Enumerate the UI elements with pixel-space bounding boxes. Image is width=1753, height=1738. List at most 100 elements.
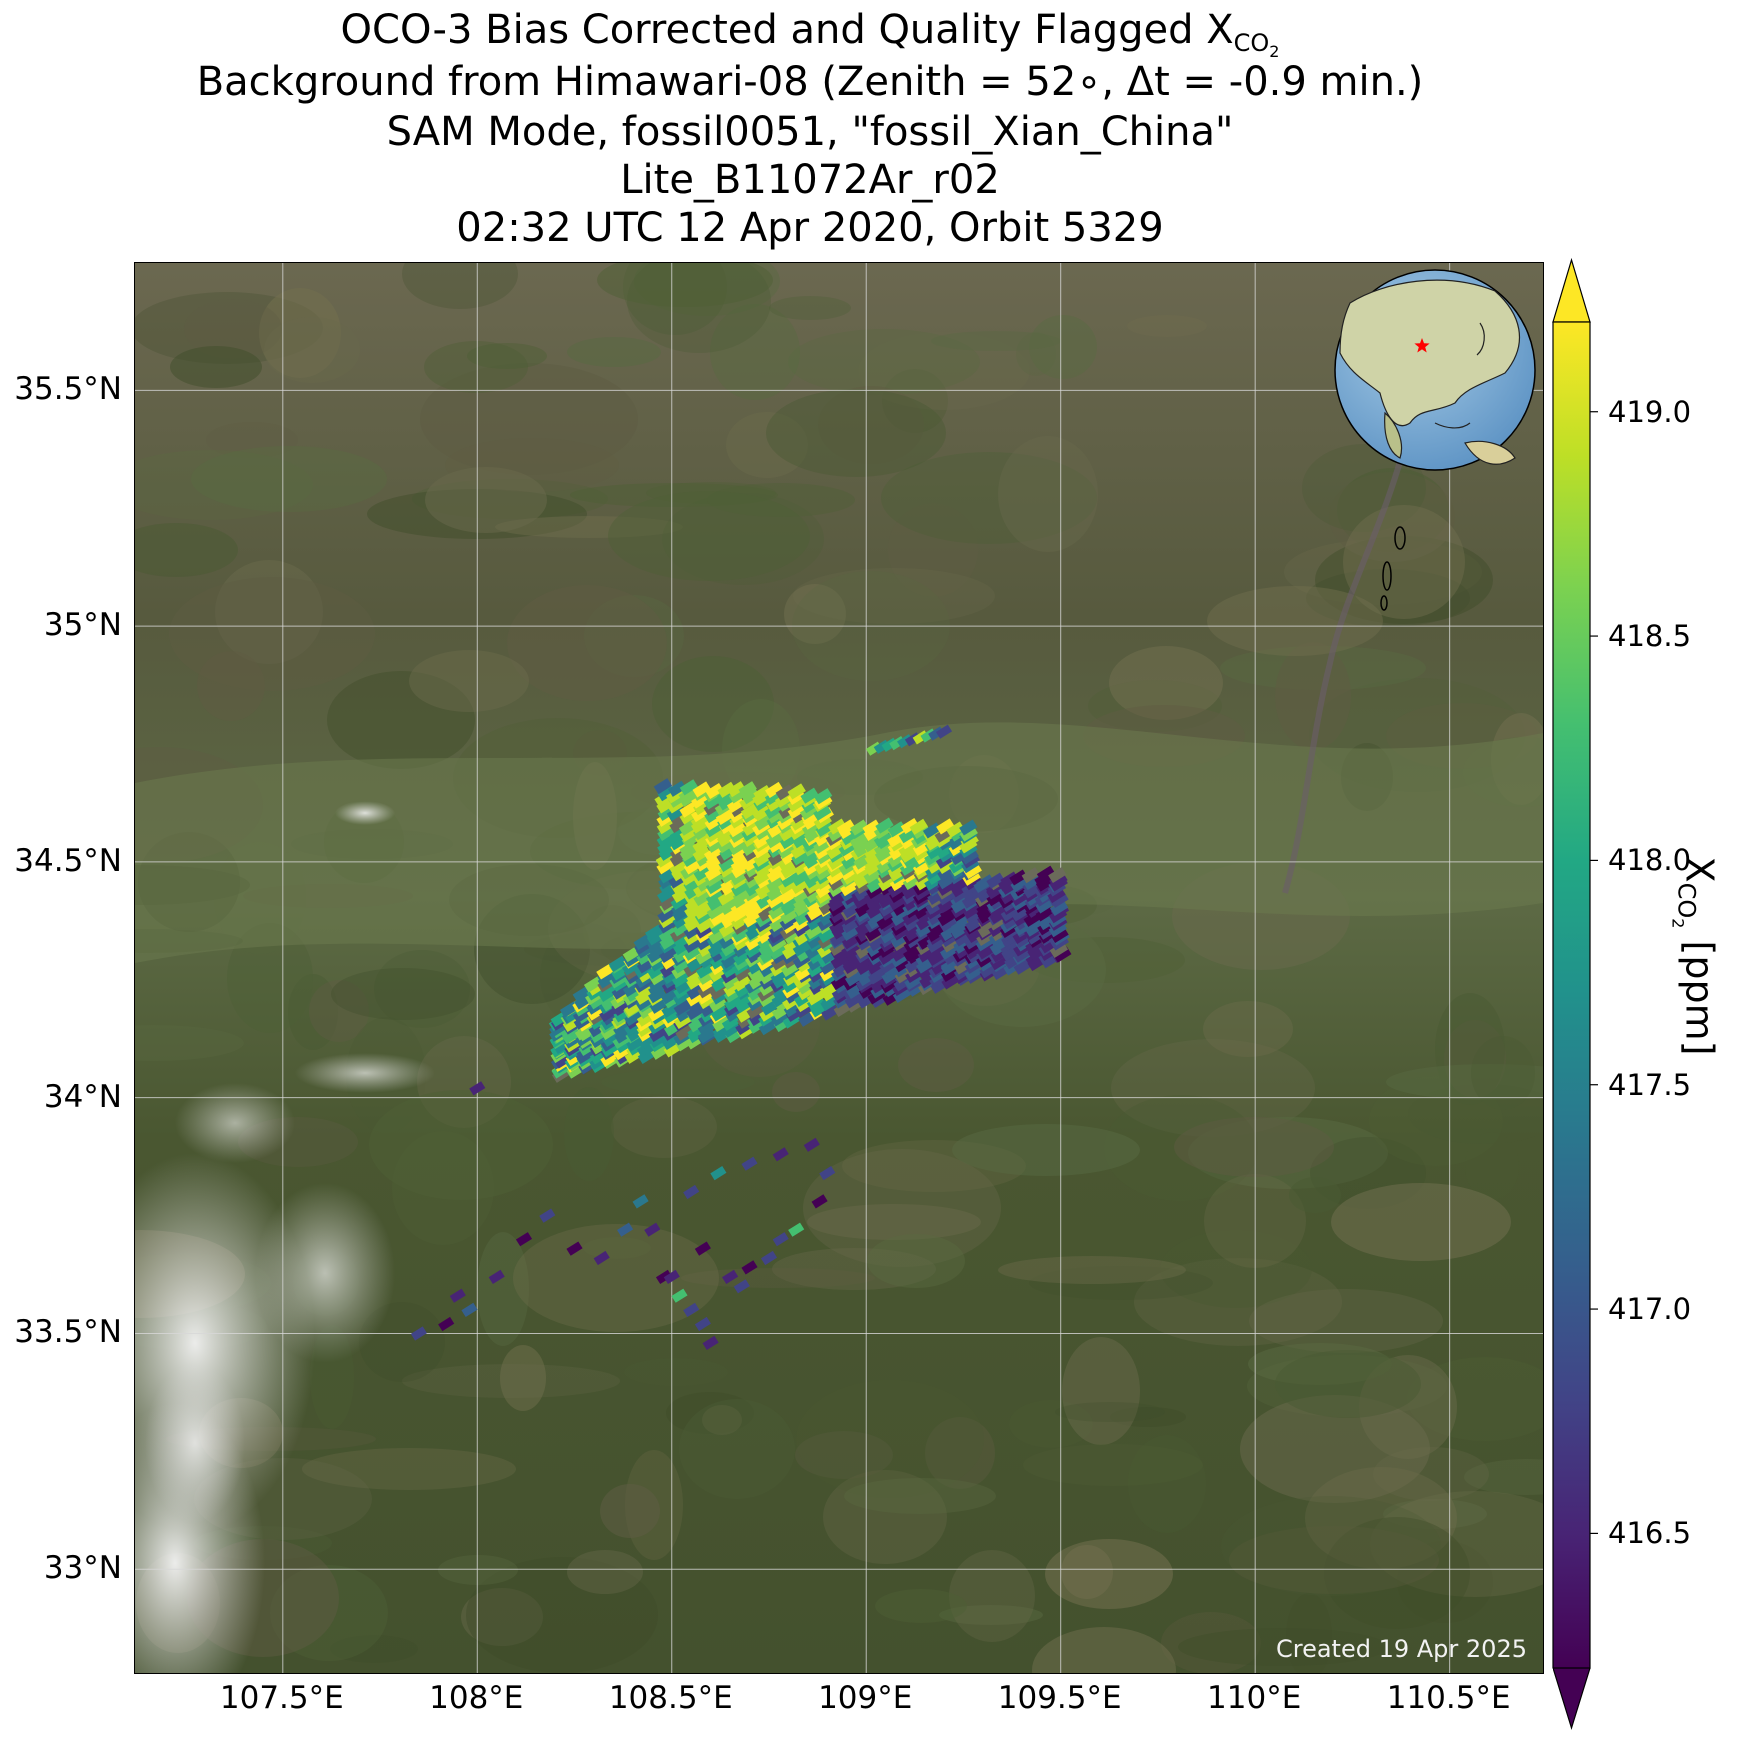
sounding-cell: [1049, 941, 1069, 958]
sounding-cell: [657, 824, 676, 841]
sounding-cell: [705, 889, 725, 907]
colorbar-tick-label: 418.0: [1608, 843, 1692, 878]
sounding-cell: [909, 818, 928, 835]
sounding-cell: [876, 913, 895, 930]
sounding-cell: [449, 1288, 466, 1303]
lon-tick-label: 108.5°E: [608, 1680, 733, 1716]
sounding-cell: [780, 908, 799, 925]
sounding-cell: [814, 830, 833, 847]
sounding-cell: [656, 818, 676, 835]
sounding-cell: [811, 1194, 828, 1209]
sounding-cell: [692, 781, 711, 798]
sounding-cell: [617, 1222, 634, 1237]
sounding-cell: [841, 933, 861, 950]
sounding-cell: [887, 821, 906, 838]
sounding-cell: [940, 965, 960, 983]
sounding-cell: [683, 1184, 700, 1200]
title-text: OCO-3 Bias Corrected and Quality Flagged…: [340, 7, 1234, 53]
sounding-cell: [539, 1208, 556, 1223]
map-panel: Created 19 Apr 2025: [134, 262, 1544, 1674]
sounding-cell: [515, 1232, 533, 1247]
sounding-cell: [671, 886, 691, 904]
sounding-cell: [1009, 869, 1028, 886]
sounding-cell: [694, 1316, 711, 1332]
sounding-cell: [722, 1021, 741, 1038]
sounding-cell: [815, 820, 834, 838]
sounding-cell: [780, 862, 799, 879]
sounding-cell: [648, 977, 668, 994]
sounding-cell: [850, 832, 869, 849]
sounding-cell: [718, 921, 738, 938]
sounding-cell: [1050, 926, 1069, 944]
sounding-cell: [753, 784, 772, 802]
sounding-cell: [922, 822, 942, 839]
sounding-cell: [734, 965, 753, 982]
sounding-cell: [794, 964, 813, 981]
lon-tick-label: 109°E: [818, 1680, 913, 1716]
sounding-cell: [632, 1194, 649, 1209]
sounding-cell: [600, 1050, 619, 1067]
sounding-cell: [790, 877, 809, 895]
sounding-cell: [666, 805, 686, 822]
sounding-cell: [1035, 905, 1054, 922]
sounding-cell: [760, 1250, 778, 1266]
sounding-cell: [903, 915, 922, 932]
sounding-cell: [668, 780, 687, 797]
colorbar-title-subsub: 2: [1668, 918, 1688, 929]
sounding-cell: [787, 783, 806, 800]
title-line-3: SAM Mode, fossil0051, "fossil_Xian_China…: [386, 109, 1234, 155]
sounding-cell: [875, 817, 894, 834]
colorbar: [1552, 257, 1598, 1672]
sounding-cell: [741, 1156, 758, 1171]
sounding-cell: [702, 1335, 719, 1351]
lon-tick-label: 107.5°E: [219, 1680, 344, 1716]
title-line-1: OCO-3 Bias Corrected and Quality Flagged…: [0, 6, 1620, 76]
sounding-cell: [712, 1015, 731, 1032]
sounding-cell: [715, 808, 735, 825]
sounding-cell: [743, 911, 762, 928]
sounding-cell: [626, 1035, 645, 1052]
sounding-cell: [1010, 876, 1029, 893]
sounding-cell: [488, 1269, 505, 1285]
sounding-cell: [1049, 899, 1069, 916]
sounding-cell: [693, 824, 712, 841]
lat-tick-label: 34°N: [43, 1078, 122, 1115]
sounding-cell: [675, 1006, 694, 1023]
sounding-cell: [938, 915, 958, 932]
sounding-cell: [900, 817, 920, 835]
sounding-cell: [717, 781, 736, 798]
sounding-cell: [784, 987, 803, 1004]
sounding-cell: [648, 1025, 668, 1043]
sounding-cell: [813, 837, 832, 854]
lon-tick-label: 108°E: [429, 1680, 524, 1716]
sounding-cell: [740, 803, 760, 820]
sounding-cell: [819, 965, 838, 982]
sounding-cell: [754, 862, 773, 879]
sounding-cell: [593, 1250, 610, 1266]
title-line-5: 02:32 UTC 12 Apr 2020, Orbit 5329: [456, 205, 1164, 251]
sounding-cell: [645, 924, 664, 941]
sounding-cell: [461, 1302, 478, 1318]
sounding-cell: [733, 949, 752, 966]
sounding-cell: [729, 826, 748, 844]
colorbar-ticklines: [1590, 411, 1598, 1535]
sounding-cell: [828, 818, 847, 835]
sounding-cell: [903, 945, 922, 962]
sounding-cell: [675, 1035, 694, 1052]
sounding-cell: [741, 1260, 758, 1275]
sounding-cell: [780, 960, 800, 978]
sounding-cell: [738, 781, 757, 798]
sounding-cell: [962, 902, 981, 920]
sounding-cell: [679, 825, 698, 843]
sounding-cell: [705, 782, 724, 800]
sounding-cell: [1022, 873, 1042, 891]
sounding-cell: [669, 860, 688, 877]
colorbar-title-main: X: [1677, 856, 1722, 883]
sounding-cell: [686, 1004, 705, 1021]
lat-tick-label: 35.5°N: [14, 371, 122, 408]
sounding-cell: [743, 891, 762, 908]
sounding-cell: [850, 819, 869, 836]
sounding-cell: [935, 724, 953, 739]
sounding-cell: [792, 940, 812, 957]
sounding-cell: [780, 897, 799, 914]
